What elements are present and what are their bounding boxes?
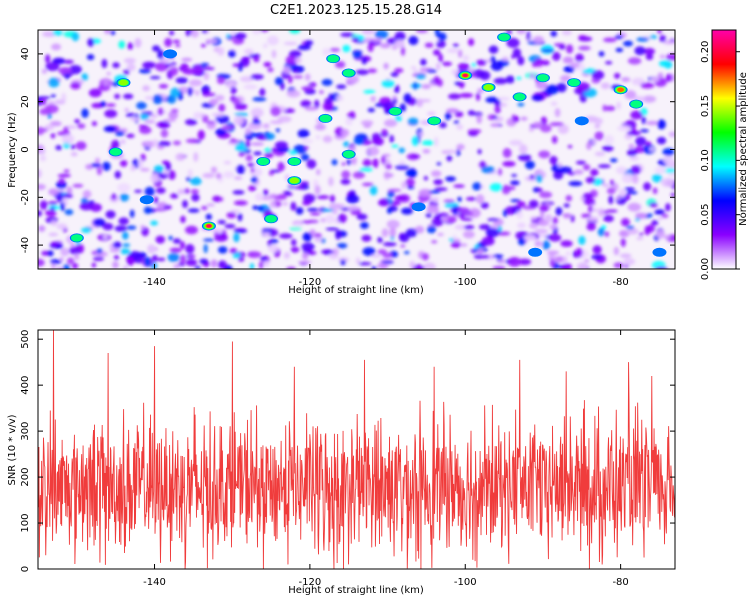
heatmap-hotspot xyxy=(567,78,582,88)
heatmap-hotspot xyxy=(613,85,628,95)
heatmap-hotspot xyxy=(528,247,543,257)
heatmap-hotspot xyxy=(256,156,271,166)
heatmap-hotspot xyxy=(535,73,550,83)
snr-y-axis-label: SNR (10 * v/v) xyxy=(7,414,18,485)
heatmap-hotspot xyxy=(388,106,403,116)
heatmap-hotspot xyxy=(287,176,302,186)
heatmap-hotspot xyxy=(69,233,84,243)
heatmap-hotspot xyxy=(318,113,333,123)
heatmap-y-tick-label: 40 xyxy=(20,48,31,61)
heatmap-hotspot xyxy=(201,221,216,231)
snr-y-tick-label: 200 xyxy=(20,468,31,487)
snr-y-tick-label: 400 xyxy=(20,376,31,395)
heatmap-x-tick-label: -120 xyxy=(299,277,322,288)
heatmap-y-tick-label: -20 xyxy=(20,189,31,205)
snr-x-tick-label: -120 xyxy=(299,577,322,588)
colorbar-gradient xyxy=(711,29,737,270)
heatmap-x-tick-label: -100 xyxy=(454,277,477,288)
heatmap-hotspot xyxy=(116,78,131,88)
heatmap-hotspot xyxy=(341,68,356,78)
heatmap-hotspot xyxy=(264,214,279,224)
snr-y-tick-label: 100 xyxy=(20,513,31,532)
heatmap-y-ticks: -40 -20 0 20 40 xyxy=(20,48,675,253)
heatmap-hotspot xyxy=(652,247,667,257)
heatmap-x-tick-label: -140 xyxy=(143,277,166,288)
colorbar-tick-label: 0.10 xyxy=(700,149,711,171)
heatmap-y-axis-label: Frequency (Hz) xyxy=(7,112,18,188)
snr-x-axis-label: Height of straight line (km) xyxy=(288,585,424,596)
heatmap-x-axis-label: Height of straight line (km) xyxy=(288,285,424,296)
heatmap-hotspot xyxy=(108,147,123,157)
figure-title: C2E1.2023.125.15.28.G14 xyxy=(270,3,442,18)
snr-x-tick-label: -80 xyxy=(612,577,628,588)
snr-x-tick-label: -100 xyxy=(454,577,477,588)
heatmap-hotspots xyxy=(69,32,667,257)
heatmap-y-tick-label: -40 xyxy=(20,237,31,253)
colorbar-tick-label: 0.00 xyxy=(700,258,711,280)
snr-x-tick-label: -140 xyxy=(143,577,166,588)
colorbar: 0.00 0.05 0.10 0.15 0.20 Normalized spectral… xyxy=(700,29,749,280)
snr-x-ticks: -140 -120 -100 -80 xyxy=(143,330,629,588)
heatmap-hotspot xyxy=(139,195,154,205)
snr-series xyxy=(38,330,675,569)
heatmap-hotspot xyxy=(163,49,178,59)
heatmap-hotspot xyxy=(326,54,341,64)
snr-y-ticks: 0 100 200 300 400 500 xyxy=(20,330,675,572)
snr-line xyxy=(38,330,675,569)
heatmap-hotspot xyxy=(512,92,527,102)
heatmap-hotspot xyxy=(341,149,356,159)
heatmap-hotspot xyxy=(629,99,644,109)
heatmap-texture xyxy=(38,30,675,269)
heatmap-hotspot xyxy=(411,202,426,212)
heatmap-hotspot xyxy=(458,70,473,80)
colorbar-tick-label: 0.20 xyxy=(700,41,711,63)
snr-y-tick-label: 300 xyxy=(20,422,31,441)
heatmap-hotspot xyxy=(497,32,512,42)
heatmap-y-tick-label: 0 xyxy=(20,146,31,152)
heatmap-x-ticks: -140 -120 -100 -80 xyxy=(143,30,629,288)
colorbar-tick-label: 0.15 xyxy=(700,95,711,117)
heatmap-hotspot xyxy=(574,116,589,126)
colorbar-ticks: 0.00 0.05 0.10 0.15 0.20 xyxy=(700,41,740,280)
snr-y-tick-label: 0 xyxy=(20,566,31,572)
snr-y-tick-label: 500 xyxy=(20,330,31,349)
heatmap-x-tick-label: -80 xyxy=(612,277,628,288)
heatmap-hotspot xyxy=(481,82,496,92)
heatmap-hotspot xyxy=(287,156,302,166)
snr-panel: -140 -120 -100 -80 0 100 200 300 400 500 Height … xyxy=(7,329,676,596)
colorbar-label: Normalized spectral amplitude xyxy=(738,72,749,226)
heatmap-hotspot xyxy=(427,116,442,126)
heatmap-panel: -140 -120 -100 -80 -40 -20 0 20 40 Height of st… xyxy=(7,29,676,296)
snr-frame xyxy=(37,329,676,570)
heatmap-y-tick-label: 20 xyxy=(20,95,31,108)
colorbar-tick-label: 0.05 xyxy=(700,204,711,226)
